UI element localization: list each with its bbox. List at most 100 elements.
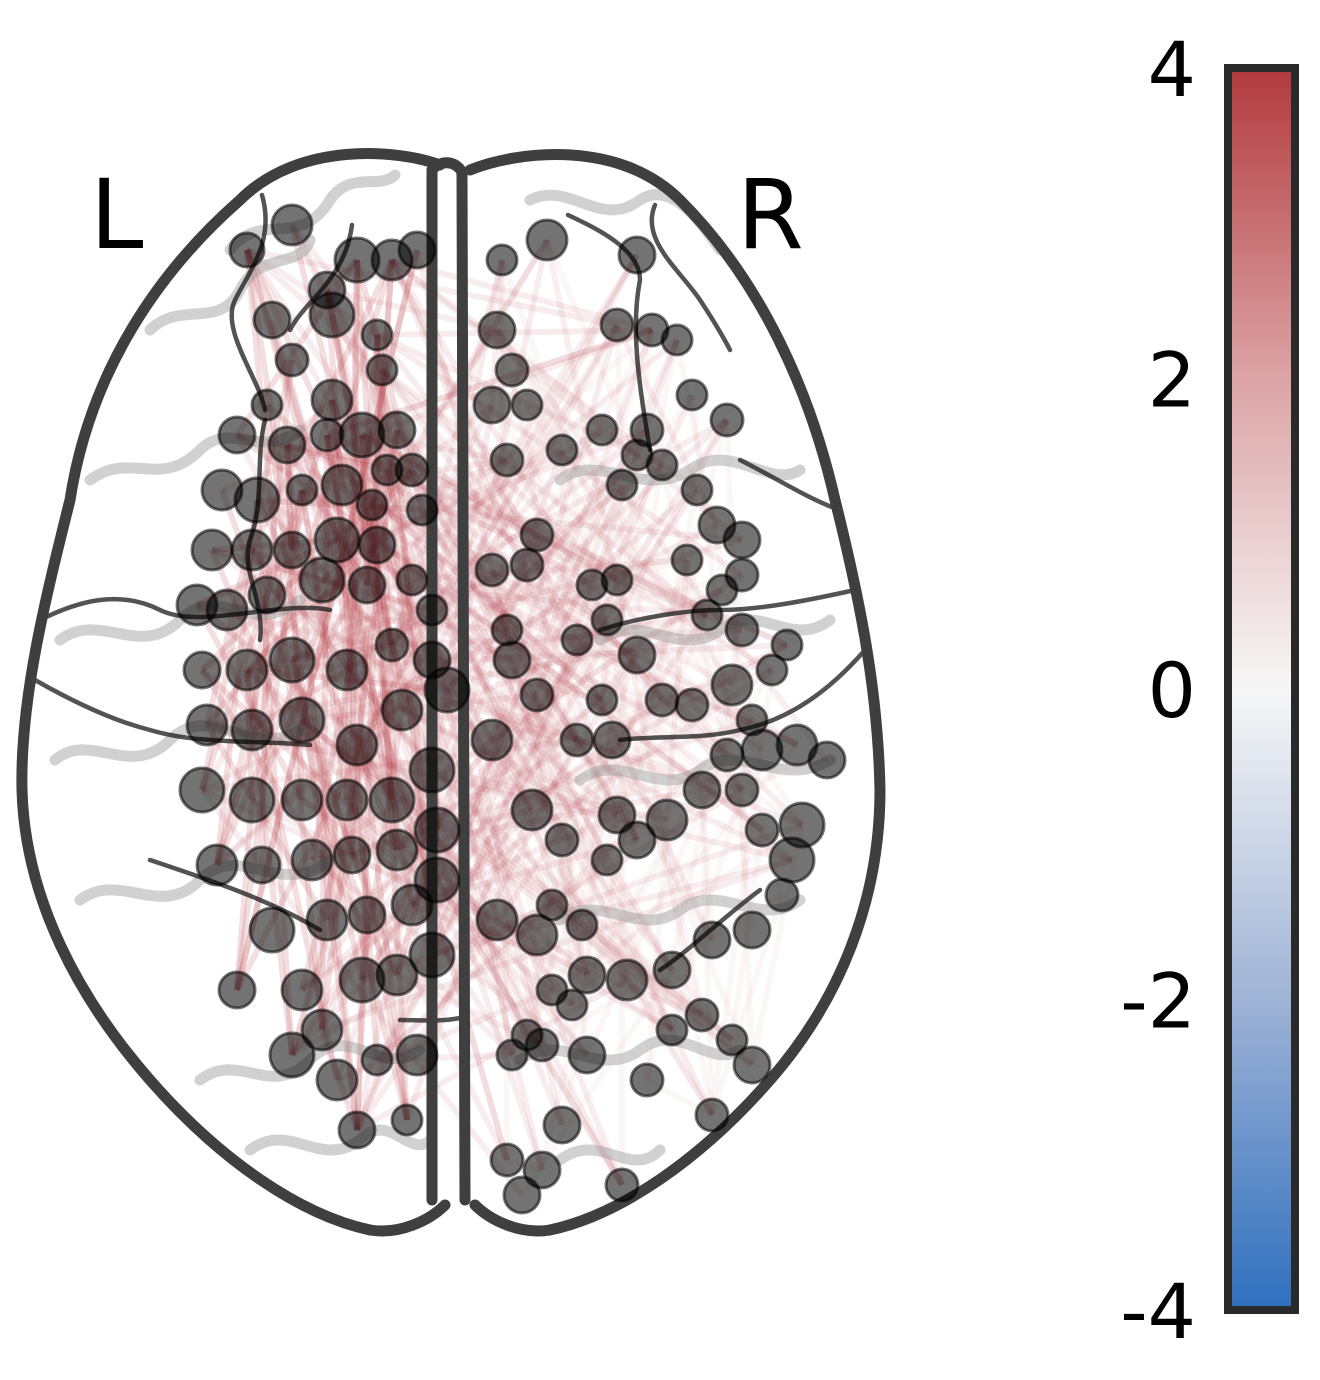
brain-node — [770, 628, 804, 662]
brain-node — [545, 433, 579, 467]
frontal-notch — [426, 157, 468, 178]
brain-node — [604, 1167, 640, 1203]
connection-edge — [524, 559, 690, 1036]
colorbar-tick-label: -4 — [1120, 1267, 1196, 1356]
brain-node — [305, 898, 349, 942]
brain-node — [567, 1035, 607, 1075]
left-hemisphere-outline — [16, 148, 451, 1237]
brain-node — [644, 682, 680, 718]
brain-node — [338, 411, 386, 459]
brain-node — [233, 476, 281, 524]
brain-node — [274, 342, 310, 378]
brain-node — [285, 473, 319, 507]
connection-edge — [196, 602, 508, 633]
brain-node — [472, 385, 512, 425]
connection-edge — [326, 287, 498, 333]
brain-node — [347, 565, 387, 605]
brain-node — [490, 613, 524, 647]
connection-edge — [429, 767, 735, 1043]
connection-edge — [489, 567, 795, 863]
brain-node — [807, 740, 847, 780]
connection-edge — [379, 368, 530, 567]
connection-edge — [354, 914, 370, 1131]
brain-node — [764, 877, 800, 913]
connection-edge — [394, 429, 515, 1056]
connection-edge — [354, 393, 695, 1132]
brain-node — [502, 1175, 542, 1215]
brain-node — [477, 310, 517, 350]
brain-node — [682, 770, 722, 810]
connection-edge — [511, 657, 663, 703]
brain-node — [332, 835, 372, 875]
brain-node — [559, 722, 595, 758]
colorbar-tick-label: 2 — [1148, 336, 1196, 425]
brain-node — [217, 970, 257, 1010]
brain-node — [489, 1142, 525, 1178]
connection-edge — [379, 368, 745, 792]
brain-node — [732, 1045, 772, 1085]
connection-edge — [610, 737, 744, 793]
brain-node — [390, 1103, 424, 1137]
connection-edge — [534, 329, 655, 696]
brain-node — [525, 218, 569, 262]
brain-node — [519, 517, 555, 553]
connection-edge — [400, 707, 619, 818]
brain-node — [675, 378, 709, 412]
connection-edge — [325, 642, 789, 923]
connection-edge — [384, 469, 415, 581]
brain-node — [267, 425, 307, 465]
brain-node — [492, 640, 532, 680]
brain-node — [567, 955, 607, 995]
brain-node — [629, 1062, 665, 1098]
brain-node — [298, 556, 346, 604]
brain-node — [560, 623, 594, 657]
colorbar-tick-label: 4 — [1148, 25, 1196, 114]
colorbar: 4 2 0 -2 -4 — [1120, 25, 1299, 1356]
brain-node — [495, 1038, 529, 1072]
brain-node — [494, 352, 530, 388]
brain-node — [300, 1008, 344, 1052]
connection-edge — [494, 328, 735, 687]
brain-node — [684, 997, 720, 1033]
brain-node — [280, 778, 324, 822]
brain-node — [290, 838, 334, 882]
brain-node — [652, 950, 692, 990]
connection-edge — [324, 434, 415, 906]
connection-edge — [524, 403, 745, 792]
brain-node — [357, 525, 397, 565]
brain-node — [617, 635, 657, 675]
brain-node — [360, 318, 394, 352]
brain-node — [250, 388, 284, 422]
brain-node — [655, 1013, 689, 1047]
connection-edge — [414, 738, 580, 1057]
brain-node — [415, 593, 449, 627]
brain-node — [252, 300, 292, 340]
brain-node — [272, 530, 312, 570]
brain-node — [715, 1023, 749, 1057]
connection-edge — [320, 857, 794, 1033]
brain-node — [555, 988, 589, 1022]
connection-edge — [206, 722, 793, 863]
brain-node — [705, 573, 739, 607]
connection-edge — [544, 238, 640, 457]
connection-edge — [300, 717, 754, 1068]
connection-edge — [445, 687, 794, 863]
brain-node — [325, 778, 369, 822]
brain-node — [724, 612, 760, 648]
brain-node — [585, 413, 619, 447]
brain-node — [413, 806, 461, 854]
connection-edge — [614, 324, 625, 486]
connection-edge — [489, 568, 620, 817]
brain-node — [542, 1105, 582, 1145]
brain-node — [228, 231, 266, 269]
connection-edge — [290, 337, 679, 663]
brain-node — [268, 1031, 316, 1079]
connection-edge — [235, 432, 609, 623]
brain-node — [690, 598, 724, 632]
brain-node — [309, 417, 345, 453]
brain-node — [599, 307, 635, 343]
connection-edge — [289, 854, 355, 1056]
brain-node — [397, 230, 437, 270]
brain-node — [735, 703, 769, 737]
